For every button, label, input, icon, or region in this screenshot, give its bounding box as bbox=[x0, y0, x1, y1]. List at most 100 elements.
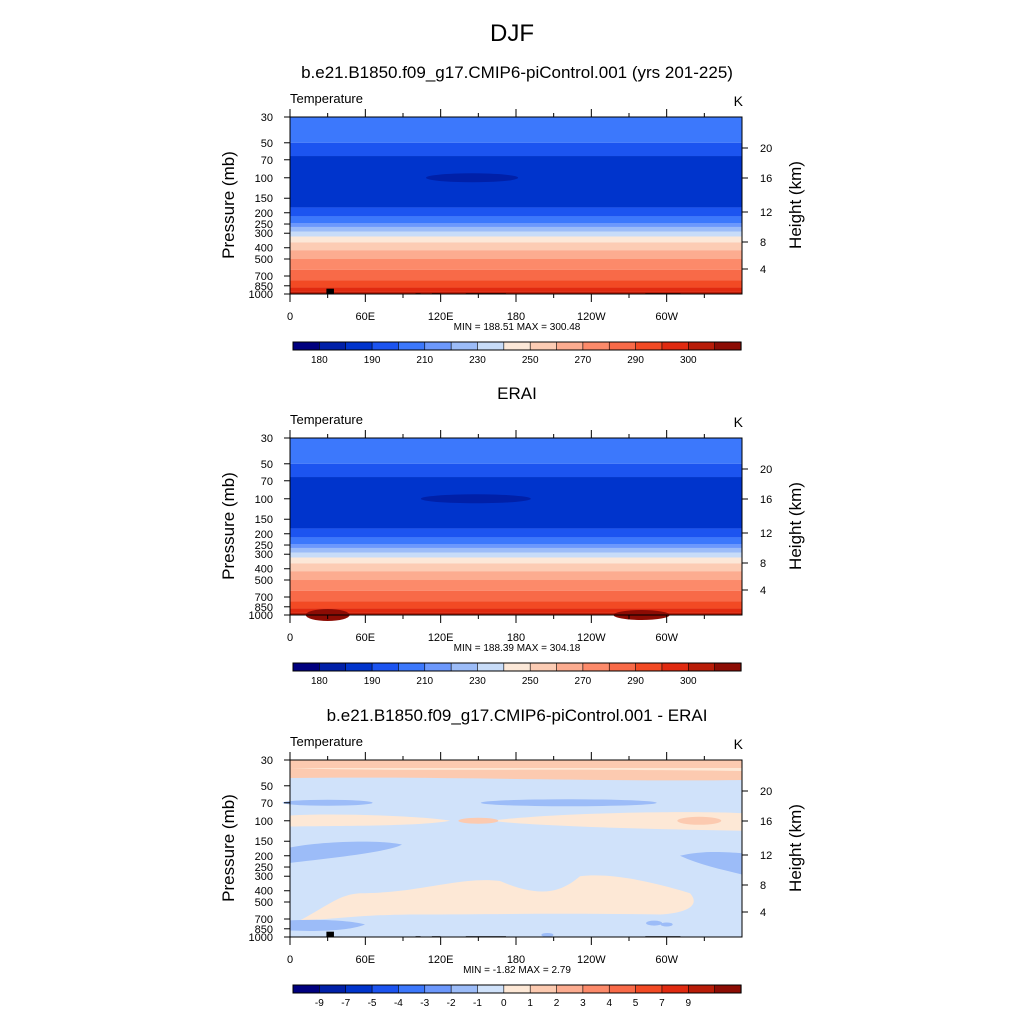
colorbar-box-4 bbox=[398, 984, 426, 994]
colorbar-box-15 bbox=[687, 984, 716, 994]
temp-band-2 bbox=[290, 156, 742, 208]
colorbar-box-12 bbox=[608, 662, 637, 672]
temp-band-11 bbox=[290, 580, 742, 591]
y-tick-label-70: 70 bbox=[261, 476, 273, 488]
colorbar-box-0 bbox=[292, 662, 320, 672]
diff-cool-200mb-west bbox=[290, 841, 402, 863]
y2-tick-label-8: 8 bbox=[760, 558, 766, 570]
colorbar-box-2 bbox=[345, 662, 373, 672]
colorbar-frame bbox=[292, 662, 742, 672]
temp-band-3 bbox=[290, 528, 742, 538]
diff-warm-100mb-mid bbox=[458, 817, 499, 824]
colorbar-box-8 bbox=[503, 341, 531, 351]
temp-band-14 bbox=[290, 608, 742, 613]
y-tick-label-30: 30 bbox=[261, 433, 273, 445]
colorbar-label-13: 7 bbox=[659, 998, 665, 1009]
colorbar-label-1: -7 bbox=[341, 998, 350, 1009]
y2-tick-label-12: 12 bbox=[760, 528, 772, 540]
y-tick-label-300: 300 bbox=[255, 871, 273, 883]
variable-label: Temperature bbox=[290, 734, 363, 749]
temp-band-14 bbox=[290, 287, 742, 292]
y-tick-label-1000: 1000 bbox=[249, 932, 273, 944]
colorbar-box-13 bbox=[635, 662, 663, 672]
colorbar-box-6 bbox=[450, 341, 479, 351]
colorbar-box-13 bbox=[635, 341, 663, 351]
x-tick-label-4: 120W bbox=[577, 632, 606, 644]
y-tick-label-30: 30 bbox=[261, 112, 273, 124]
diff-cool-70mb-west bbox=[282, 799, 373, 806]
y-tick-label-400: 400 bbox=[255, 886, 273, 898]
min-max-stats: MIN = 188.51 MAX = 300.48 bbox=[454, 322, 581, 333]
colorbar-box-15 bbox=[687, 341, 716, 351]
temp-band-1 bbox=[290, 463, 742, 478]
colorbar-box-7 bbox=[477, 662, 505, 672]
y-tick-label-250: 250 bbox=[255, 219, 273, 231]
y-tick-label-850: 850 bbox=[255, 602, 273, 614]
colorbar-label-5: 270 bbox=[575, 676, 592, 687]
temp-band-11 bbox=[290, 259, 742, 270]
temp-band-4 bbox=[290, 537, 742, 545]
temp-band-7 bbox=[290, 552, 742, 558]
panel-title: ERAI bbox=[497, 384, 537, 403]
colorbar-box-7 bbox=[477, 984, 505, 994]
temp-band-8 bbox=[290, 236, 742, 243]
cold-core-100mb bbox=[420, 494, 531, 504]
temp-band-1 bbox=[290, 142, 742, 157]
x-tick-label-3: 180 bbox=[507, 632, 525, 644]
colorbar-label-12: 5 bbox=[633, 998, 639, 1009]
diff-warm-100mb-west bbox=[290, 814, 450, 827]
y-tick-label-300: 300 bbox=[255, 549, 273, 561]
colorbar-box-1 bbox=[319, 341, 347, 351]
diff-warm-top-lobe bbox=[290, 768, 742, 781]
diff-cool-surface-africa bbox=[290, 919, 365, 931]
colorbar-label-2: 210 bbox=[416, 676, 433, 687]
y-tick-label-700: 700 bbox=[255, 271, 273, 283]
colorbar-label-2: 210 bbox=[416, 355, 433, 366]
variable-label: Temperature bbox=[290, 412, 363, 427]
colorbar-label-0: 180 bbox=[311, 355, 328, 366]
panel-model: b.e21.B1850.f09_g17.CMIP6-piControl.001 … bbox=[0, 60, 1024, 380]
colorbar-label-8: 1 bbox=[527, 998, 533, 1009]
y2-tick-label-4: 4 bbox=[760, 585, 766, 597]
colorbar-box-7 bbox=[477, 341, 505, 351]
y2-tick-label-4: 4 bbox=[760, 264, 766, 276]
colorbar-label-0: -9 bbox=[315, 998, 324, 1009]
x-tick-label-3: 180 bbox=[507, 311, 525, 323]
colorbar-box-11 bbox=[582, 984, 610, 994]
y-tick-label-250: 250 bbox=[255, 540, 273, 552]
terrain-mask-1 bbox=[326, 931, 334, 937]
colorbar-box-1 bbox=[319, 984, 347, 994]
y-tick-label-500: 500 bbox=[255, 254, 273, 266]
colorbar-label-14: 9 bbox=[686, 998, 692, 1009]
colorbar-box-9 bbox=[529, 341, 558, 351]
temp-band-8 bbox=[290, 557, 742, 564]
cold-core-100mb bbox=[426, 173, 519, 183]
colorbar-label-11: 4 bbox=[606, 998, 612, 1009]
colorbar-label-9: 2 bbox=[554, 998, 560, 1009]
panel-title: b.e21.B1850.f09_g17.CMIP6-piControl.001 … bbox=[327, 706, 708, 725]
y-tick-label-50: 50 bbox=[261, 138, 273, 150]
colorbar-box-1 bbox=[319, 662, 347, 672]
temp-band-0 bbox=[290, 117, 742, 143]
temp-band-10 bbox=[290, 250, 742, 260]
y2-tick-label-8: 8 bbox=[760, 880, 766, 892]
x-tick-label-1: 60E bbox=[356, 954, 376, 966]
y-tick-label-200: 200 bbox=[255, 529, 273, 541]
y2-tick-label-16: 16 bbox=[760, 173, 772, 185]
temp-band-13 bbox=[290, 601, 742, 609]
colorbar-box-12 bbox=[608, 341, 637, 351]
y-tick-label-400: 400 bbox=[255, 564, 273, 576]
temp-band-15 bbox=[290, 291, 742, 294]
panel-difference: b.e21.B1850.f09_g17.CMIP6-piControl.001 … bbox=[0, 703, 1024, 1023]
colorbar-label-4: -3 bbox=[420, 998, 429, 1009]
temp-band-15 bbox=[290, 612, 742, 615]
x-tick-label-2: 120E bbox=[428, 311, 454, 323]
x-tick-label-5: 60W bbox=[655, 311, 678, 323]
y2-tick-label-20: 20 bbox=[760, 786, 772, 798]
colorbar-box-4 bbox=[398, 662, 426, 672]
colorbar-frame bbox=[292, 984, 742, 994]
diff-warm-100mb-east bbox=[490, 812, 742, 831]
colorbar-box-10 bbox=[556, 984, 584, 994]
units-label: K bbox=[734, 414, 744, 430]
